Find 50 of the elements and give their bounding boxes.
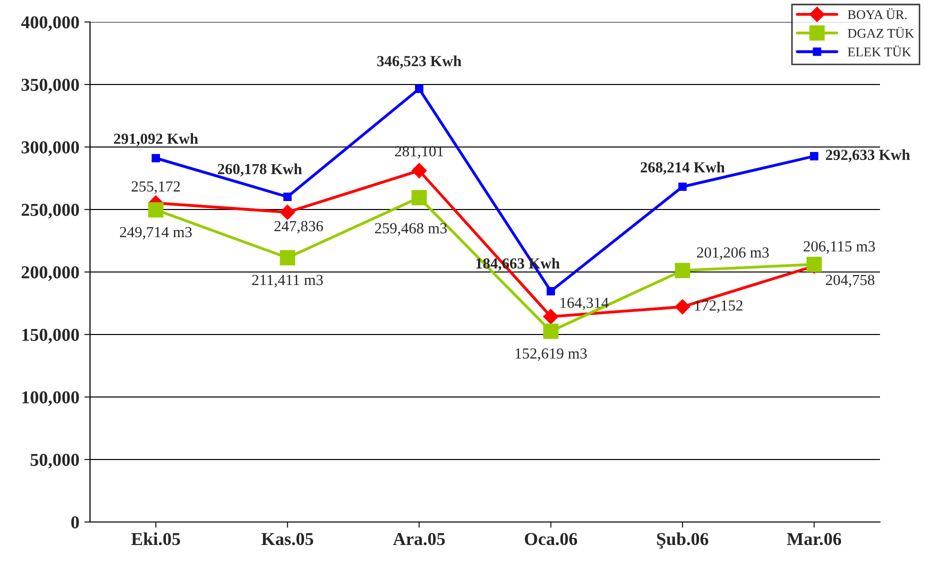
data-label: 260,178 Kwh bbox=[218, 163, 302, 176]
y-tick-label: 200,000 bbox=[22, 266, 79, 282]
y-tick-label: 300,000 bbox=[22, 141, 79, 156]
data-label: 255,172 bbox=[132, 181, 180, 194]
x-tick-label: Mar.06 bbox=[786, 532, 842, 546]
legend-label: ELEK TÜK bbox=[848, 46, 912, 56]
y-tick-label: 350,000 bbox=[22, 78, 79, 94]
point bbox=[412, 190, 427, 206]
data-label: 204,758 bbox=[826, 274, 874, 288]
legend-label: DGAZ TÜK bbox=[848, 26, 914, 38]
data-label: 247,836 bbox=[274, 220, 323, 234]
point bbox=[543, 309, 558, 324]
y-tick-label: 100,000 bbox=[22, 391, 79, 406]
point bbox=[283, 192, 292, 201]
data-label: 292,633 Kwh bbox=[826, 149, 910, 162]
y-tick-label: 400,000 bbox=[21, 16, 79, 32]
data-label: 172,152 bbox=[694, 300, 742, 313]
data-label: 268,214 Kwh bbox=[640, 162, 725, 175]
point bbox=[415, 84, 424, 94]
point bbox=[280, 204, 296, 220]
data-label: 201,206 m3 bbox=[697, 247, 769, 260]
point bbox=[674, 299, 690, 314]
legend-label: BOYA ÜR. bbox=[848, 8, 907, 20]
y-tick-label: 0 bbox=[71, 516, 79, 528]
data-label: 164,314 bbox=[560, 298, 609, 310]
data-label: 291,092 Kwh bbox=[114, 133, 198, 146]
x-tick-label: Ara.05 bbox=[393, 532, 445, 546]
x-tick-label: Kas.05 bbox=[261, 532, 314, 546]
point bbox=[543, 324, 558, 339]
y-tick-label: 250,000 bbox=[22, 204, 79, 219]
data-label: 206,115 m3 bbox=[804, 241, 875, 254]
data-label: 259,468 m3 bbox=[375, 223, 447, 236]
point bbox=[674, 262, 690, 278]
data-label: 211,411 m3 bbox=[252, 274, 323, 288]
point bbox=[148, 202, 164, 218]
x-tick-label: Eki.05 bbox=[131, 532, 180, 546]
x-tick-label: Oca.06 bbox=[524, 532, 578, 546]
data-label: 152,619 m3 bbox=[516, 348, 587, 361]
point bbox=[678, 182, 687, 191]
x-tick-label: Şub.06 bbox=[657, 532, 708, 549]
point bbox=[546, 287, 555, 296]
point bbox=[810, 152, 818, 160]
data-label: 346,523 Kwh bbox=[377, 56, 462, 69]
data-label: 281,101 bbox=[395, 146, 444, 159]
y-tick-label: 50,000 bbox=[30, 454, 79, 469]
y-tick-label: 150,000 bbox=[22, 328, 79, 344]
point bbox=[152, 154, 160, 162]
point bbox=[280, 250, 296, 266]
point bbox=[412, 163, 427, 178]
data-label: 249,714 m3 bbox=[120, 227, 192, 240]
